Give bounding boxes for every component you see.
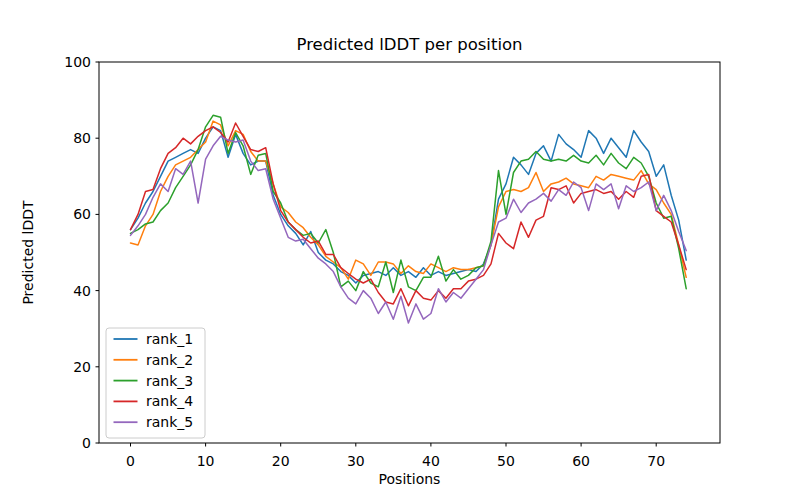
- x-tick-label: 40: [422, 453, 440, 469]
- legend-label-rank_2: rank_2: [146, 352, 193, 368]
- y-tick-label: 100: [64, 54, 91, 70]
- y-axis-ticks: 0 20 40 60 80 100: [64, 54, 99, 451]
- legend-label-rank_1: rank_1: [146, 331, 193, 347]
- x-axis-ticks: 0 10 20 30 40 50 60 70: [126, 443, 665, 469]
- legend: rank_1 rank_2 rank_3 rank_4 rank_5: [106, 328, 205, 438]
- x-tick-label: 10: [197, 453, 215, 469]
- x-axis-label: Positions: [379, 471, 441, 487]
- x-tick-label: 50: [497, 453, 515, 469]
- y-tick-label: 40: [73, 283, 91, 299]
- x-tick-label: 0: [126, 453, 135, 469]
- y-axis-label: Predicted lDDT: [20, 200, 36, 305]
- legend-label-rank_4: rank_4: [146, 393, 193, 409]
- chart-title: Predicted lDDT per position: [296, 35, 522, 54]
- x-tick-label: 60: [572, 453, 590, 469]
- series-lines: [131, 115, 687, 323]
- y-tick-label: 60: [73, 206, 91, 222]
- legend-label-rank_5: rank_5: [146, 414, 193, 430]
- series-line-rank_1: [131, 127, 687, 283]
- y-tick-label: 20: [73, 359, 91, 375]
- x-tick-label: 30: [347, 453, 365, 469]
- x-tick-label: 70: [647, 453, 665, 469]
- legend-label-rank_3: rank_3: [146, 373, 193, 389]
- line-chart: Predicted lDDT per position 0 10 20 30 40 50 6…: [0, 0, 800, 500]
- y-tick-label: 0: [82, 435, 91, 451]
- figure: Predicted lDDT per position 0 10 20 30 40 50 6…: [0, 0, 800, 500]
- x-tick-label: 20: [272, 453, 290, 469]
- y-tick-label: 80: [73, 130, 91, 146]
